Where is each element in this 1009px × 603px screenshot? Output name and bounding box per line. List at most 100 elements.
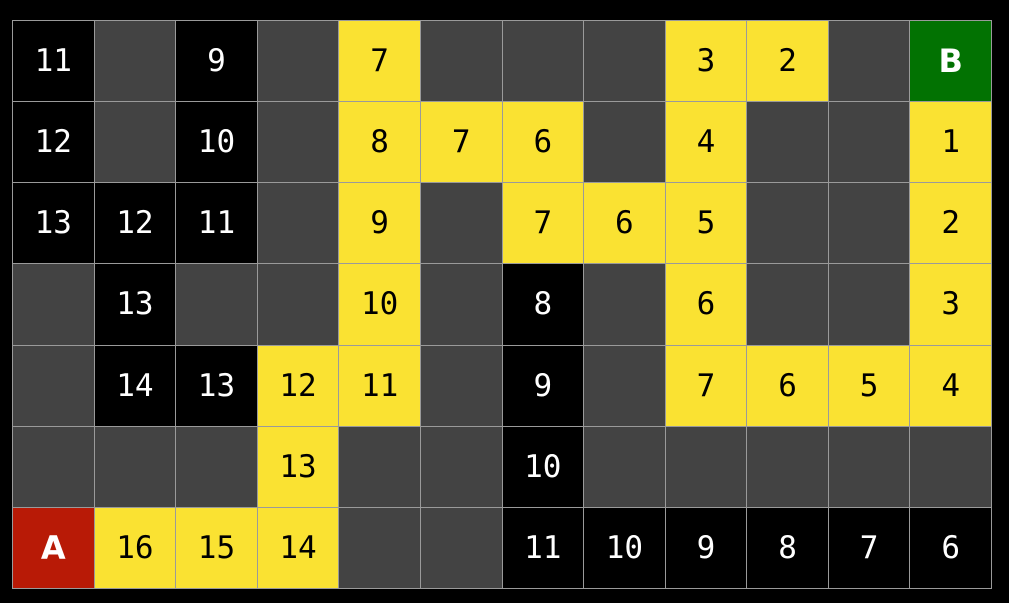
cell-distance: 13 [34,205,72,242]
path-cell: 14 [257,507,340,589]
cell-distance: 15 [197,529,236,566]
path-cell: 7 [420,102,503,184]
cell-distance: 10 [524,448,562,485]
wall-cell [747,264,829,346]
cell-distance: 7 [859,529,879,566]
cell-distance: 13 [279,448,317,485]
wall-cell [828,264,911,346]
cell-distance: 11 [197,205,236,242]
visited-cell: 12 [94,183,177,265]
wall-cell [910,426,992,508]
wall-cell [257,264,340,346]
path-cell: 6 [665,264,748,346]
cell-distance: 6 [533,124,553,161]
goal-label: B [938,42,963,81]
cell-distance: 10 [197,124,236,161]
wall-cell [747,183,829,265]
start-cell: A [13,507,95,589]
wall-cell [584,102,666,184]
path-cell: 15 [176,507,258,589]
cell-distance: 7 [696,367,716,404]
visited-cell: 10 [584,507,666,589]
cell-distance: 8 [533,286,553,323]
cell-distance: 5 [859,367,879,404]
path-cell: 7 [665,345,748,427]
visited-cell: 12 [13,102,95,184]
path-cell: 16 [94,507,177,589]
cell-distance: 8 [370,124,389,161]
visited-cell: 8 [747,507,829,589]
cell-distance: 1 [941,124,961,161]
wall-cell [828,102,911,184]
path-cell: 1 [910,102,992,184]
wall-cell [94,21,177,103]
path-cell: 4 [910,345,992,427]
wall-cell [828,183,911,265]
wall-cell [502,21,585,103]
cell-distance: 3 [941,286,961,323]
path-cell: 6 [502,102,585,184]
cell-distance: 2 [778,43,797,80]
cell-distance: 6 [941,529,961,566]
cell-distance: 11 [524,529,562,566]
visited-cell: 13 [176,345,258,427]
cell-distance: 12 [279,367,317,404]
visited-cell: 9 [176,21,258,103]
wall-cell [339,426,421,508]
wall-cell [584,426,666,508]
cell-distance: 4 [696,124,716,161]
cell-distance: 12 [116,205,154,242]
visited-cell: 8 [502,264,585,346]
path-cell: 3 [910,264,992,346]
wall-cell [13,345,95,427]
wall-cell [665,426,748,508]
visited-cell: 6 [910,507,992,589]
wall-cell [420,507,503,589]
wall-cell [257,102,340,184]
path-cell: 11 [339,345,421,427]
cell-distance: 10 [605,529,644,566]
visited-cell: 11 [13,21,95,103]
cell-distance: 8 [778,529,797,566]
cell-distance: 9 [533,367,553,404]
wall-cell [176,264,258,346]
cell-distance: 14 [279,529,317,566]
wall-cell [13,426,95,508]
cell-distance: 9 [207,43,226,80]
wall-cell [584,21,666,103]
visited-cell: 11 [502,507,585,589]
path-cell: 4 [665,102,748,184]
visited-cell: 9 [502,345,585,427]
wall-cell [420,345,503,427]
visited-cell: 9 [665,507,748,589]
cell-distance: 7 [370,43,389,80]
path-cell: 2 [910,183,992,265]
visited-cell: 11 [176,183,258,265]
path-cell: 3 [665,21,748,103]
wall-cell [94,102,177,184]
cell-distance: 10 [360,286,399,323]
path-cell: 10 [339,264,421,346]
path-cell: 8 [339,102,421,184]
path-cell: 6 [747,345,829,427]
wall-cell [257,183,340,265]
maze-grid: 11 9 7 3 2 B 12 10 8 7 6 4 1 13 12 11 9 7 6 5 2 13 10 8 6 3 14 13 12… [12,20,992,589]
cell-distance: 16 [116,529,154,566]
cell-distance: 9 [370,205,389,242]
cell-distance: 7 [533,205,553,242]
cell-distance: 12 [34,124,72,161]
wall-cell [584,264,666,346]
cell-distance: 6 [615,205,634,242]
cell-distance: 7 [451,124,471,161]
path-cell: 7 [339,21,421,103]
path-cell: 2 [747,21,829,103]
start-label: A [40,528,66,567]
wall-cell [94,426,177,508]
wall-cell [828,426,911,508]
visited-cell: 13 [13,183,95,265]
path-cell: 6 [584,183,666,265]
path-cell: 12 [257,345,340,427]
cell-distance: 11 [360,367,399,404]
wall-cell [584,345,666,427]
visited-cell: 14 [94,345,177,427]
